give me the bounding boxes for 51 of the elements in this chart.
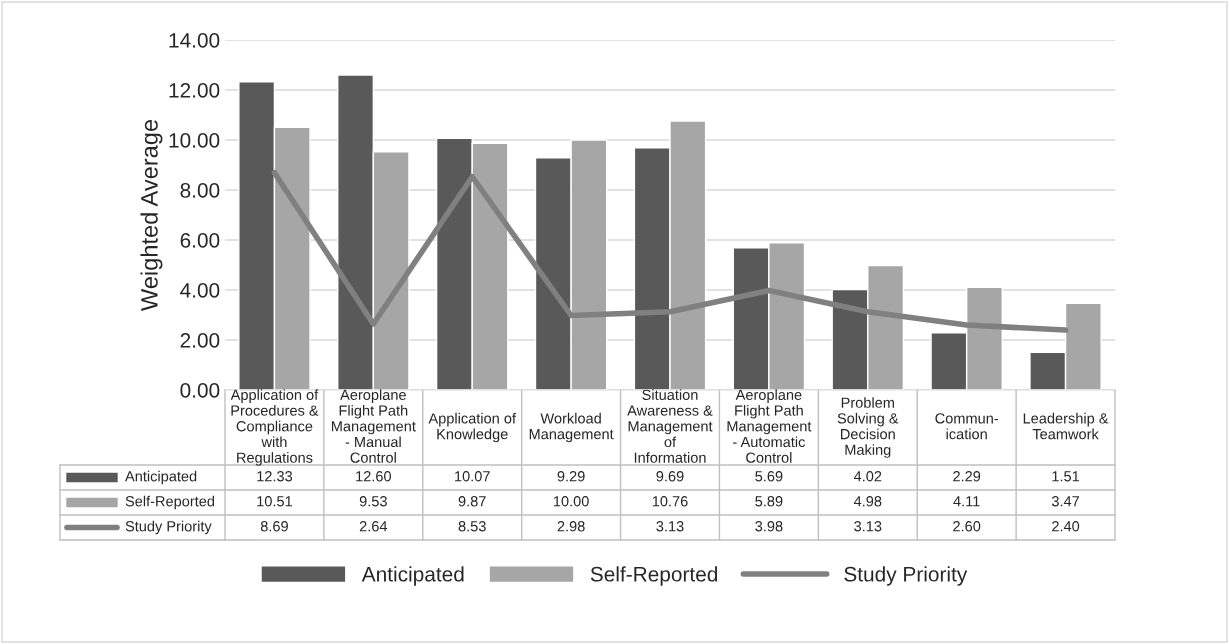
data-label: 3.13 — [656, 521, 684, 532]
data-label: 10.51 — [257, 496, 292, 507]
y-tick-label: 2.00 — [180, 333, 220, 348]
data-label: 2.29 — [953, 471, 981, 482]
legend-label: Anticipated — [125, 470, 197, 485]
x-tick-label: Situation Awareness & Management of Information — [627, 389, 713, 463]
data-label: 9.29 — [557, 471, 585, 482]
data-label: 3.98 — [755, 521, 783, 532]
x-tick-label: Problem Solving & Decision Making — [837, 397, 899, 458]
x-tick-label: Aeroplane Flight Path Management - Manual Control — [331, 389, 416, 463]
legend-label: Study Priority — [125, 520, 212, 535]
data-label: 4.02 — [853, 471, 882, 482]
data-label: 12.33 — [257, 471, 293, 482]
x-tick-label: Application of Knowledge — [428, 412, 517, 443]
y-tick-label: 6.00 — [180, 233, 220, 248]
data-label: 1.51 — [1052, 471, 1080, 482]
data-label: 4.98 — [853, 496, 882, 507]
y-axis-title: Weighted Average — [140, 119, 163, 311]
data-label: 4.11 — [953, 496, 980, 507]
data-label: 2.60 — [953, 521, 981, 532]
y-tick-label: 8.00 — [180, 183, 220, 198]
text: Study Priority — [844, 566, 968, 586]
data-label: 2.98 — [557, 521, 585, 532]
legend-label: Self-Reported — [125, 495, 215, 510]
data-label: 8.53 — [458, 521, 486, 532]
data-label: 9.87 — [458, 496, 486, 507]
data-label: 3.47 — [1051, 496, 1080, 507]
data-label: 10.00 — [553, 496, 589, 507]
x-tick-label: Application of Procedures & Compliance with Regulations — [230, 389, 319, 466]
data-label: 2.64 — [359, 521, 388, 532]
y-tick-label: 0.00 — [180, 383, 220, 398]
data-label: 10.76 — [652, 496, 688, 507]
x-tick-label: Leadership & Teamwork — [1023, 412, 1109, 440]
x-tick-label: Commun- ication — [935, 413, 999, 440]
data-label: 12.60 — [356, 471, 392, 482]
y-tick-label: 14.00 — [169, 33, 220, 48]
data-label: 10.07 — [455, 471, 490, 482]
x-tick-label: Aeroplane Flight Path Management - Automatic Control — [727, 389, 812, 463]
text: Anticipated — [361, 566, 464, 586]
data-label: 5.69 — [755, 471, 783, 482]
text: Self-Reported — [590, 566, 718, 586]
data-label: 9.69 — [656, 471, 684, 482]
x-tick-label: Workload Management — [529, 412, 614, 443]
data-label: 2.40 — [1052, 521, 1080, 532]
data-label: 3.13 — [854, 521, 882, 532]
y-tick-label: 4.00 — [180, 283, 220, 298]
data-label: 9.53 — [359, 496, 387, 507]
y-tick-label: 12.00 — [169, 83, 220, 98]
data-label: 5.89 — [755, 496, 783, 507]
y-tick-label: 10.00 — [169, 133, 220, 148]
data-label: 8.69 — [260, 521, 288, 532]
